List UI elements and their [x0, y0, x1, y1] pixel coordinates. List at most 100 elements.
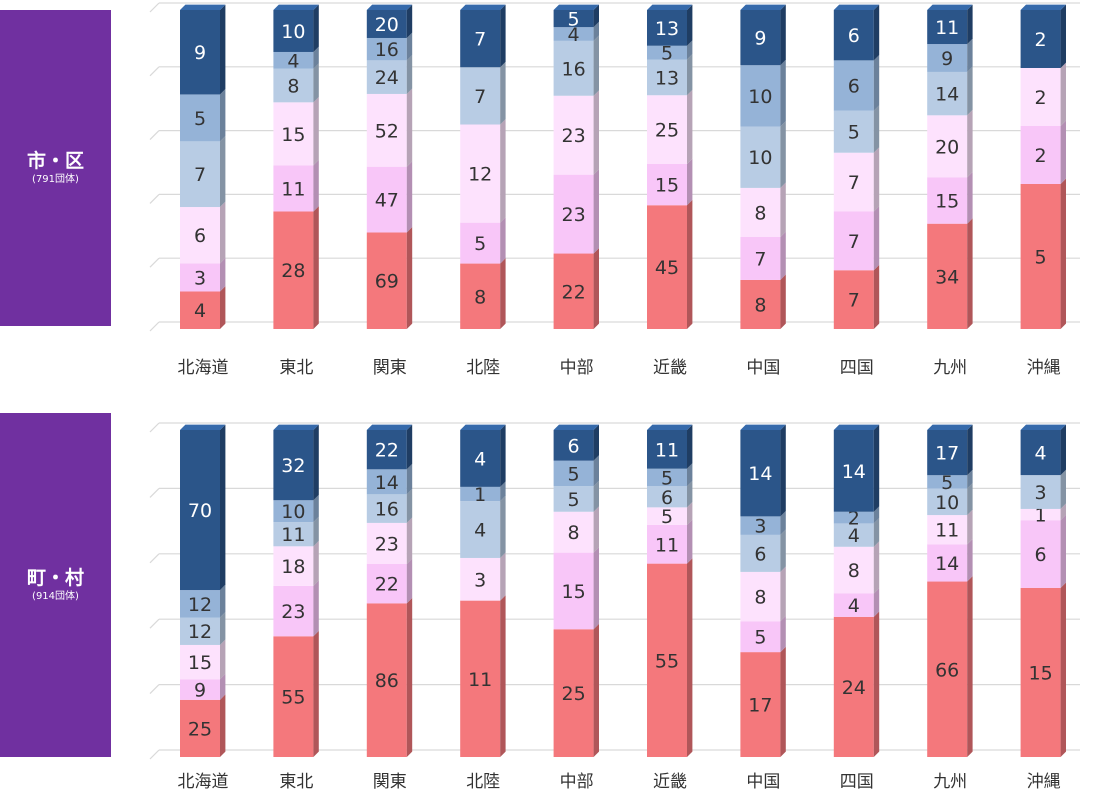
bar-segment: [833, 60, 874, 111]
category-label: 関東: [373, 772, 407, 792]
bar-segment-side: [1060, 4, 1066, 69]
bar-segment-side: [873, 611, 880, 757]
data-label: 8: [287, 76, 299, 98]
bar-segment-side: [1060, 62, 1066, 126]
bar-segment: [273, 51, 314, 69]
bar-segment-side: [313, 4, 319, 52]
bar-segment: [740, 621, 781, 653]
gridline-stub: [149, 618, 160, 629]
data-label: 20: [375, 14, 399, 36]
data-label: 13: [655, 67, 679, 89]
panel-label-town: 町・村 (914団体): [0, 413, 111, 757]
bar-segment-side: [220, 584, 226, 618]
data-label: 55: [281, 687, 305, 709]
bar-segment-side: [1060, 469, 1066, 509]
gridline-stub: [149, 749, 160, 760]
bar-segment-side: [967, 109, 973, 178]
bar-segment-side: [313, 580, 319, 637]
bar-segment-side: [593, 248, 599, 329]
data-label: 24: [842, 677, 866, 699]
bar-top: [553, 424, 599, 430]
category-label: 東北: [279, 358, 313, 378]
data-label: 3: [194, 267, 206, 289]
bar-segment: [927, 115, 968, 178]
bar-segment: [1020, 508, 1061, 521]
data-label: 4: [474, 448, 486, 470]
bar-segment-side: [780, 182, 786, 237]
bar-segment-side: [687, 558, 693, 757]
bar-segment: [180, 679, 220, 700]
bar-segment: [273, 10, 314, 52]
bar-segment: [180, 10, 220, 95]
data-label: 20: [935, 136, 959, 158]
bar-segment-side: [780, 646, 786, 757]
bar-segment: [833, 270, 874, 329]
bar-segment: [366, 430, 407, 470]
bar-segment-side: [500, 552, 506, 601]
bar-segment-side: [1060, 178, 1066, 329]
data-label: 47: [375, 190, 399, 212]
bar-segment: [740, 187, 781, 237]
bar-segment: [647, 205, 687, 329]
bar-segment: [647, 10, 687, 46]
data-label: 15: [1029, 662, 1053, 684]
bar-segment: [273, 211, 314, 329]
bar-segment: [647, 524, 687, 564]
bar-segment: [927, 581, 968, 757]
bar-top: [460, 424, 506, 430]
bar-segment: [366, 469, 407, 495]
category-label: 北陸: [466, 358, 500, 378]
bar-segment: [927, 177, 968, 224]
bar-segment: [833, 593, 874, 617]
bar-segment-side: [780, 510, 786, 535]
data-label: 24: [375, 67, 399, 89]
bar-segment: [740, 430, 781, 517]
gridline-stub: [149, 66, 160, 77]
bar-segment: [647, 430, 687, 469]
gridline-stub: [149, 553, 160, 564]
bar-segment: [1020, 587, 1061, 757]
bar-segment-side: [406, 54, 413, 94]
gridline-stub: [149, 321, 160, 332]
bar-segment-side: [780, 615, 786, 653]
data-label: 23: [562, 204, 586, 226]
bar-segment: [366, 564, 407, 604]
bar-segment: [366, 522, 407, 565]
bar-segment: [833, 616, 874, 757]
bar-segment: [927, 44, 968, 72]
data-label: 8: [754, 587, 766, 609]
bar-segment: [833, 10, 874, 61]
data-label: 4: [1035, 443, 1047, 465]
bar-segment: [740, 126, 781, 188]
bar-segment-side: [313, 540, 319, 586]
bar-segment: [180, 430, 220, 591]
data-label: 7: [848, 172, 860, 194]
data-label: 7: [194, 164, 206, 186]
bar-segment-side: [406, 424, 413, 470]
category-label: 中国: [746, 358, 780, 378]
gridline-stub: [149, 193, 160, 204]
bar-top: [833, 4, 880, 10]
bar-segment-side: [967, 509, 973, 545]
data-label: 23: [562, 125, 586, 147]
data-label: 2: [1035, 87, 1047, 109]
bar-segment-side: [967, 218, 973, 329]
bar-segment-side: [873, 518, 880, 547]
bar-segment-side: [593, 424, 599, 461]
panel-label-city-sub: (791団体): [32, 174, 79, 185]
bar-top: [273, 4, 319, 10]
bar-segment: [1020, 475, 1061, 509]
category-label: 中部: [560, 772, 594, 792]
bar-segment-side: [687, 501, 693, 525]
data-label: 16: [375, 499, 399, 521]
data-label: 45: [655, 257, 679, 279]
data-label: 15: [935, 190, 959, 212]
bar-segment-side: [873, 4, 880, 61]
data-label: 8: [754, 294, 766, 316]
data-label: 4: [194, 300, 206, 322]
data-label: 9: [194, 680, 206, 702]
bar-segment: [553, 95, 594, 175]
data-label: 5: [754, 627, 766, 649]
bar-segment: [180, 141, 220, 208]
